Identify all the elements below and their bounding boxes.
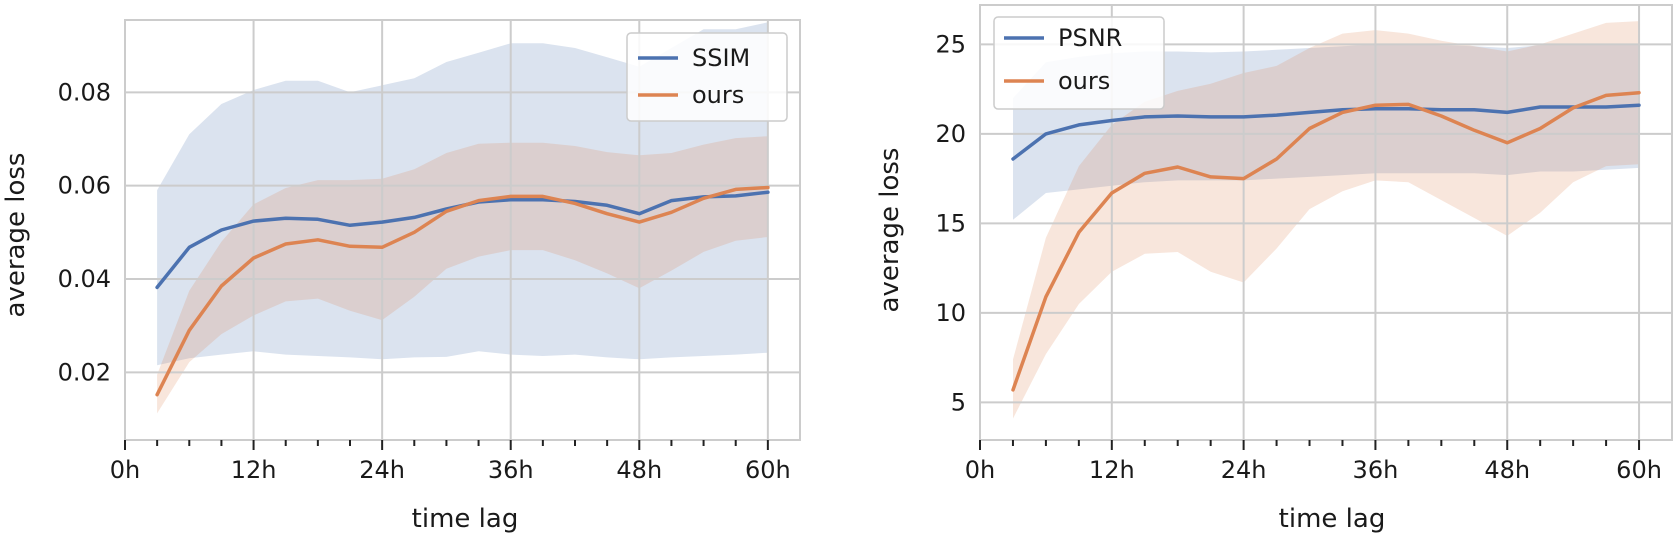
x-tick-label: 0h	[965, 456, 995, 484]
legend: SSIM ours	[626, 32, 788, 122]
series-line-psnr	[1011, 103, 1641, 161]
x-tick-label: 48h	[1484, 456, 1530, 484]
y-tick-label: 0.08	[58, 78, 111, 106]
x-tick-label: 12h	[1089, 456, 1135, 484]
y-tick-label: 10	[935, 299, 966, 327]
tick-marks	[979, 440, 1641, 450]
legend: PSNR ours	[993, 16, 1165, 110]
y-tick-label: 0.04	[58, 265, 111, 293]
x-tick-label: 48h	[616, 456, 662, 484]
band-ours	[157, 136, 768, 414]
x-tick-label: 24h	[1221, 456, 1267, 484]
x-axis-label: time lag	[412, 504, 519, 533]
right-chart-panel: 0h 12h 24h 36h 48h 60h 5 10 15 20 25 time lag aver…	[875, 4, 1673, 533]
band-ours	[1013, 21, 1639, 419]
legend-label-ssim: SSIM	[692, 44, 750, 72]
legend-label-psnr: PSNR	[1058, 24, 1122, 52]
legend-label-ours: ours	[692, 81, 744, 109]
series-line-ours	[155, 185, 770, 397]
y-tick-label: 20	[935, 120, 966, 148]
series-line-ours	[1011, 90, 1641, 392]
series-lines	[155, 185, 770, 397]
x-tick-label: 60h	[745, 456, 791, 484]
x-tick-label: 36h	[1353, 456, 1399, 484]
x-tick-label: 36h	[488, 456, 534, 484]
tick-marks	[124, 440, 769, 450]
band-psnr	[1013, 43, 1639, 220]
legend-box	[993, 16, 1165, 110]
tick-labels: 0h 12h 24h 36h 48h 60h 0.02 0.04 0.06 0.08	[58, 78, 791, 484]
confidence-bands	[1013, 21, 1639, 419]
axes-spines	[124, 19, 801, 441]
axes-spines	[979, 4, 1673, 441]
left-chart-panel: 0h 12h 24h 36h 48h 60h 0.02 0.04 0.06 0.08 time l…	[1, 19, 801, 533]
x-tick-label: 0h	[110, 456, 140, 484]
x-tick-label: 60h	[1616, 456, 1662, 484]
y-tick-label: 25	[935, 30, 966, 58]
x-tick-label: 24h	[359, 456, 405, 484]
y-tick-label: 15	[935, 209, 966, 237]
series-lines	[1011, 90, 1641, 392]
legend-label-ours: ours	[1058, 67, 1110, 95]
y-tick-label: 5	[951, 388, 966, 416]
axes-frame	[124, 19, 801, 441]
y-tick-label: 0.02	[58, 358, 111, 386]
tick-labels: 0h 12h 24h 36h 48h 60h 5 10 15 20 25	[935, 30, 1661, 484]
x-tick-label: 12h	[231, 456, 277, 484]
x-axis-label: time lag	[1279, 504, 1386, 533]
y-axis-label: average loss	[875, 148, 905, 313]
y-tick-label: 0.06	[58, 172, 111, 200]
axes-frame	[979, 4, 1673, 441]
y-axis-label: average loss	[1, 153, 31, 318]
legend-box	[626, 32, 788, 122]
